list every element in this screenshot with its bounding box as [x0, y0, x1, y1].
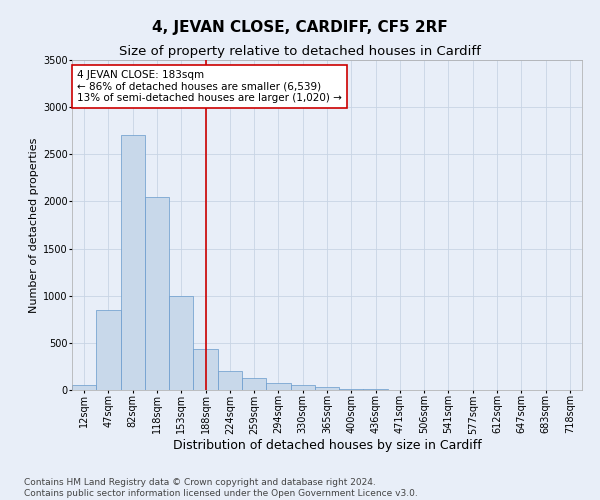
Y-axis label: Number of detached properties: Number of detached properties [29, 138, 39, 312]
Bar [364, 389, 388, 390]
Text: Size of property relative to detached houses in Cardiff: Size of property relative to detached ho… [119, 45, 481, 58]
Bar [96, 310, 121, 390]
Text: 4, JEVAN CLOSE, CARDIFF, CF5 2RF: 4, JEVAN CLOSE, CARDIFF, CF5 2RF [152, 20, 448, 35]
Bar [121, 136, 145, 390]
Bar [290, 386, 315, 390]
Bar [72, 386, 96, 390]
Bar [193, 350, 218, 390]
Bar [218, 371, 242, 390]
Text: Contains HM Land Registry data © Crown copyright and database right 2024.
Contai: Contains HM Land Registry data © Crown c… [24, 478, 418, 498]
Bar [339, 389, 364, 390]
Bar [315, 387, 339, 390]
Text: 4 JEVAN CLOSE: 183sqm
← 86% of detached houses are smaller (6,539)
13% of semi-d: 4 JEVAN CLOSE: 183sqm ← 86% of detached … [77, 70, 342, 103]
Bar [242, 378, 266, 390]
X-axis label: Distribution of detached houses by size in Cardiff: Distribution of detached houses by size … [173, 439, 481, 452]
Bar [169, 296, 193, 390]
Bar [145, 196, 169, 390]
Bar [266, 384, 290, 390]
